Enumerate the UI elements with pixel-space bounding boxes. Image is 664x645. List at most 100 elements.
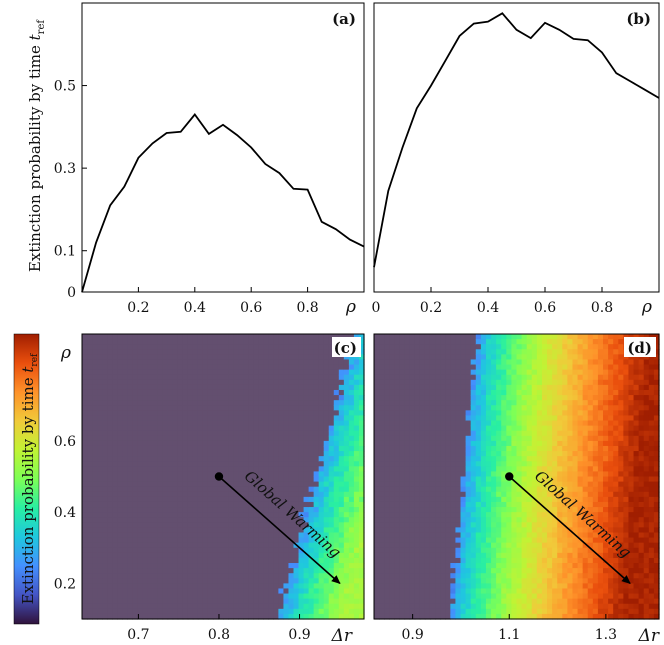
heatmap-cell [358,507,365,513]
heatmap-cell [117,532,123,539]
heatmap-cell [511,573,518,579]
heatmap-cell [258,573,264,579]
heatmap-cell [182,395,189,401]
heatmap-cell [379,557,385,564]
heatmap-cell [404,496,411,503]
heatmap-cell [460,461,467,467]
heatmap-cell [117,598,123,605]
heatmap-cell [107,542,113,549]
heatmap-cell [157,542,164,549]
heatmap-cell [358,532,365,539]
heatmap-cell [223,593,229,600]
heatmap-cell [137,476,144,483]
heatmap-cell [460,344,467,350]
heatmap-cell [97,400,103,406]
heatmap-cell [127,471,133,478]
heatmap-cell [435,522,441,528]
heatmap-cell [248,435,254,442]
heatmap-cell [419,501,426,508]
heatmap-cell [167,400,174,406]
heatmap-cell [348,451,355,457]
heatmap-cell [506,400,513,406]
heatmap-cell [112,374,118,381]
heatmap-cell [409,395,416,401]
heatmap-cell [243,568,249,574]
heatmap-cell [440,563,446,569]
heatmap-cell [263,598,269,605]
heatmap-cell [496,583,502,590]
heatmap-cell [536,389,543,396]
heatmap-cell [82,339,88,345]
heatmap-cell [328,359,335,366]
heatmap-cell [288,578,295,584]
heatmap-cell [243,466,249,473]
heatmap-cell [228,364,234,371]
heatmap-cell [283,496,290,503]
heatmap-cell [172,588,179,595]
heatmap-cell [470,542,477,549]
heatmap-cell [92,425,98,432]
heatmap-cell [117,603,123,610]
heatmap-cell [501,461,507,467]
heatmap-cell [142,557,149,564]
heatmap-cell [435,517,441,523]
heatmap-cell [288,573,295,579]
heatmap-cell [429,349,436,355]
heatmap-cell [358,369,365,376]
heatmap-cell [182,507,189,513]
heatmap-cell [167,491,174,498]
heatmap-cell [223,410,229,417]
heatmap-cell [480,339,487,345]
heatmap-cell [501,527,507,534]
heatmap-cell [475,384,482,391]
heatmap-cell [258,471,264,478]
heatmap-cell [167,532,174,539]
heatmap-cell [137,491,144,498]
heatmap-cell [147,415,154,422]
heatmap-cell [172,354,179,361]
heatmap-cell [187,573,194,579]
heatmap-cell [435,349,441,355]
heatmap-cell [238,374,244,381]
heatmap-cell [429,613,436,620]
heatmap-cell [531,461,538,467]
heatmap-cell [228,374,234,381]
heatmap-cell [192,588,199,595]
heatmap-cell [152,557,159,564]
heatmap-cell [521,527,528,534]
heatmap-cell [414,369,421,376]
heatmap-cell [496,359,502,366]
heatmap-cell [374,486,380,493]
heatmap-cell [152,507,159,513]
heatmap-cell [258,374,264,381]
heatmap-cell [238,557,244,564]
heatmap-cell [399,374,406,381]
heatmap-cell [424,425,431,432]
heatmap-cell [167,425,174,432]
heatmap-cell [379,537,385,544]
heatmap-cell [303,527,310,534]
heatmap-cell [384,440,390,447]
heatmap-cell [243,588,249,595]
heatmap-cell [268,334,274,340]
heatmap-cell [384,557,390,564]
heatmap-cell [97,583,103,590]
heatmap-cell [92,369,98,376]
heatmap-cell [92,430,98,437]
heatmap-cell [323,603,330,610]
heatmap-cell [511,395,518,401]
heatmap-cell [233,354,239,361]
heatmap-cell [485,522,492,528]
heatmap-cell [516,486,523,493]
heatmap-cell [217,578,224,584]
heatmap-cell [440,405,446,411]
heatmap-cell [506,598,513,605]
heatmap-cell [475,613,482,620]
heatmap-cell [394,552,401,559]
heatmap-cell [506,486,513,493]
heatmap-cell [122,430,128,437]
heatmap-cell [273,512,279,518]
heatmap-cell [258,379,264,386]
heatmap-cell [323,578,330,584]
heatmap-cell [394,354,401,361]
